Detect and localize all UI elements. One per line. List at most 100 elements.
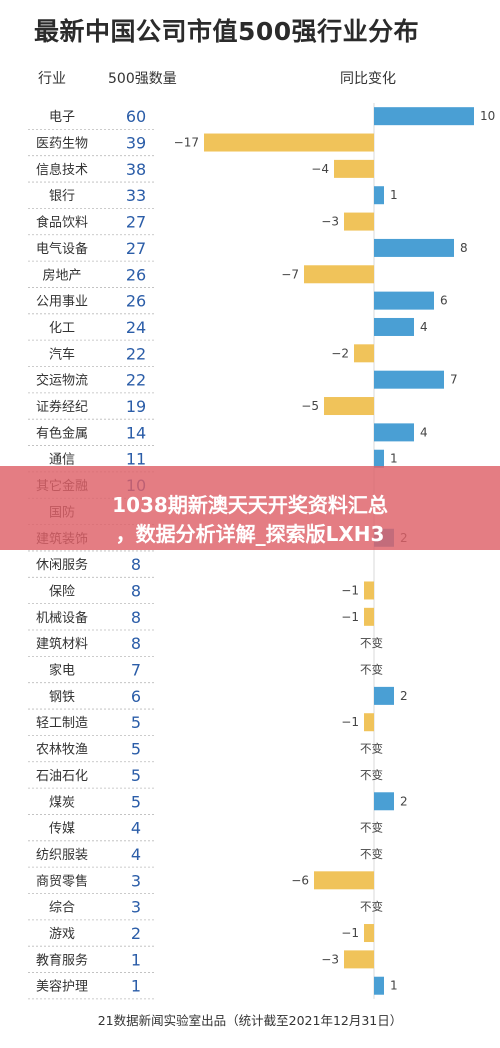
- count-value: 8: [131, 581, 141, 600]
- change-bar-positive: [374, 186, 384, 205]
- change-bar-negative: [314, 871, 374, 890]
- change-bar-positive: [374, 370, 444, 389]
- change-bar-negative: [354, 344, 374, 363]
- no-change-label: 不变: [360, 821, 383, 835]
- change-bar-positive: [374, 238, 454, 257]
- count-value: 27: [126, 239, 146, 258]
- change-data-label: −7: [281, 267, 299, 281]
- industry-label: 轻工制造: [36, 716, 88, 731]
- change-data-label: −1: [341, 610, 359, 624]
- count-value: 60: [126, 107, 146, 126]
- industry-label: 公用事业: [36, 295, 88, 310]
- count-value: 7: [131, 661, 141, 680]
- industry-label: 化工: [49, 321, 75, 336]
- change-bar-negative: [364, 924, 374, 943]
- industry-label: 家电: [49, 663, 75, 679]
- industry-label: 农林牧渔: [36, 743, 88, 758]
- count-value: 27: [126, 213, 146, 232]
- industry-label: 传媒: [49, 822, 75, 837]
- count-value: 5: [131, 766, 141, 785]
- change-bar-positive: [374, 317, 414, 336]
- count-value: 5: [131, 713, 141, 732]
- count-value: 4: [131, 819, 141, 838]
- column-header-industry: 行业: [38, 71, 66, 87]
- change-bar-positive: [374, 449, 384, 468]
- count-value: 6: [131, 687, 141, 706]
- change-data-label: 2: [400, 689, 408, 703]
- column-header-change: 同比变化: [340, 71, 396, 87]
- no-change-label: 不变: [360, 636, 383, 650]
- count-value: 39: [126, 134, 146, 153]
- industry-label: 钢铁: [49, 690, 75, 705]
- industry-label: 银行: [49, 189, 75, 204]
- change-bar-negative: [324, 397, 374, 416]
- count-value: 38: [126, 160, 146, 179]
- change-bar-negative: [334, 159, 374, 178]
- change-bar-positive: [374, 291, 434, 310]
- no-change-label: 不变: [360, 742, 383, 756]
- change-bar-positive: [374, 107, 474, 126]
- count-value: 22: [126, 344, 146, 363]
- change-bar-negative: [364, 713, 374, 732]
- industry-label: 汽车: [49, 346, 75, 362]
- count-value: 8: [131, 608, 141, 627]
- count-value: 4: [131, 845, 141, 864]
- count-value: 2: [131, 924, 141, 943]
- industry-label: 煤炭: [49, 795, 75, 810]
- count-value: 26: [126, 265, 146, 284]
- banner-line-2: ，数据分析详解_探索版LXH3: [115, 522, 385, 546]
- change-data-label: 1: [390, 452, 398, 466]
- industry-label: 教育服务: [36, 952, 88, 968]
- count-value: 26: [126, 292, 146, 311]
- change-data-label: 4: [420, 320, 428, 334]
- change-bar-negative: [344, 212, 374, 231]
- change-data-label: −5: [301, 399, 319, 413]
- count-value: 14: [126, 423, 146, 442]
- change-bar-positive: [374, 423, 414, 442]
- industry-label: 机械设备: [36, 610, 88, 626]
- change-data-label: −3: [321, 215, 339, 229]
- change-data-label: 4: [420, 425, 428, 439]
- industry-label: 游戏: [49, 927, 75, 942]
- count-value: 8: [131, 555, 141, 574]
- industry-label: 休闲服务: [36, 557, 88, 573]
- change-data-label: −1: [341, 715, 359, 729]
- no-change-label: 不变: [360, 768, 383, 782]
- industry-label: 纺织服装: [36, 848, 88, 863]
- no-change-label: 不变: [360, 847, 383, 861]
- count-value: 5: [131, 740, 141, 759]
- change-bar-negative: [344, 950, 374, 969]
- change-data-label: −6: [291, 873, 309, 887]
- industry-label: 食品饮料: [36, 215, 88, 231]
- change-data-label: −3: [321, 952, 339, 966]
- no-change-label: 不变: [360, 900, 383, 914]
- industry-label: 医药生物: [36, 137, 88, 152]
- count-value: 5: [131, 792, 141, 811]
- change-bar-negative: [304, 265, 374, 284]
- industry-label: 有色金属: [36, 425, 88, 441]
- industry-label: 石油石化: [36, 769, 88, 784]
- count-value: 8: [131, 634, 141, 653]
- change-data-label: 2: [400, 794, 408, 808]
- change-data-label: 1: [390, 188, 398, 202]
- change-bar-negative: [204, 133, 374, 152]
- industry-label: 通信: [49, 453, 75, 468]
- industry-label: 证券经纪: [36, 399, 88, 415]
- count-value: 22: [126, 371, 146, 390]
- industry-label: 电气设备: [36, 241, 88, 257]
- industry-label: 综合: [49, 901, 75, 916]
- change-data-label: −4: [311, 162, 329, 176]
- industry-label: 保险: [49, 584, 75, 599]
- change-bar-negative: [364, 581, 374, 600]
- no-change-label: 不变: [360, 663, 383, 677]
- count-value: 33: [126, 186, 146, 205]
- column-header-count: 500强数量: [108, 71, 177, 87]
- change-data-label: 8: [460, 241, 468, 255]
- industry-label: 商贸零售: [36, 873, 88, 889]
- change-bar-negative: [364, 607, 374, 626]
- banner-line-1: 1038期新澳天天开奖资料汇总: [112, 493, 388, 517]
- change-data-label: 1: [390, 979, 398, 993]
- change-data-label: 7: [450, 373, 458, 387]
- count-value: 1: [131, 977, 141, 996]
